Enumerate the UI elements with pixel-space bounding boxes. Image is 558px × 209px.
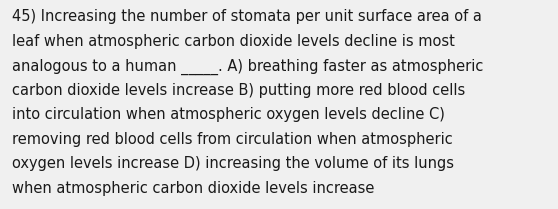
Text: leaf when atmospheric carbon dioxide levels decline is most: leaf when atmospheric carbon dioxide lev…	[12, 34, 455, 49]
Text: removing red blood cells from circulation when atmospheric: removing red blood cells from circulatio…	[12, 132, 453, 147]
Text: oxygen levels increase D) increasing the volume of its lungs: oxygen levels increase D) increasing the…	[12, 156, 454, 171]
Text: carbon dioxide levels increase B) putting more red blood cells: carbon dioxide levels increase B) puttin…	[12, 83, 465, 98]
Text: into circulation when atmospheric oxygen levels decline C): into circulation when atmospheric oxygen…	[12, 107, 445, 122]
Text: analogous to a human _____. A) breathing faster as atmospheric: analogous to a human _____. A) breathing…	[12, 58, 484, 75]
Text: when atmospheric carbon dioxide levels increase: when atmospheric carbon dioxide levels i…	[12, 181, 374, 196]
Text: 45) Increasing the number of stomata per unit surface area of a: 45) Increasing the number of stomata per…	[12, 9, 482, 24]
